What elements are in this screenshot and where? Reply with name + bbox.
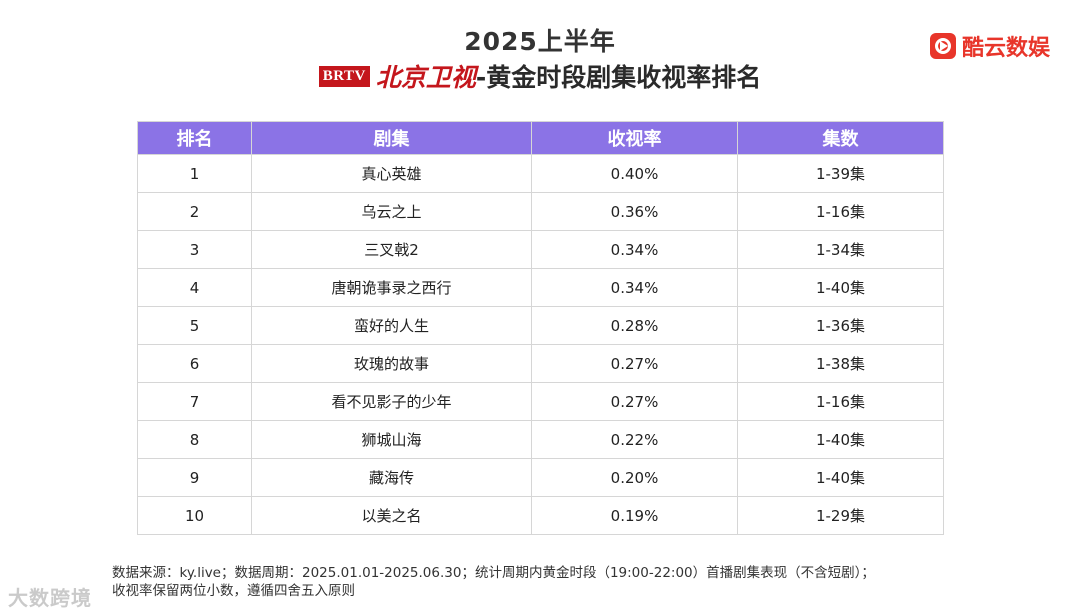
- cell-episodes: 1-16集: [737, 192, 944, 231]
- table-row: 6 玫瑰的故事 0.27% 1-38集: [137, 344, 944, 383]
- cell-episodes: 1-36集: [737, 306, 944, 345]
- table-row: 7 看不见影子的少年 0.27% 1-16集: [137, 382, 944, 421]
- cell-drama: 藏海传: [251, 458, 532, 497]
- cell-episodes: 1-38集: [737, 344, 944, 383]
- brand-name: 酷云数娱: [961, 36, 1050, 61]
- header-rating: 收视率: [531, 121, 738, 155]
- cell-rating: 0.19%: [531, 496, 738, 535]
- cell-episodes: 1-34集: [737, 230, 944, 269]
- table-row: 2 乌云之上 0.36% 1-16集: [137, 192, 944, 231]
- cell-rating: 0.40%: [531, 154, 738, 193]
- table-row: 3 三叉戟2 0.34% 1-34集: [137, 230, 944, 269]
- table-row: 5 蛮好的人生 0.28% 1-36集: [137, 306, 944, 345]
- header-rank: 排名: [137, 121, 252, 155]
- cell-rank: 6: [137, 344, 252, 383]
- cell-episodes: 1-40集: [737, 268, 944, 307]
- cell-rank: 4: [137, 268, 252, 307]
- cell-drama: 狮城山海: [251, 420, 532, 459]
- cell-episodes: 1-40集: [737, 420, 944, 459]
- header-episodes: 集数: [737, 121, 944, 155]
- cell-drama: 玫瑰的故事: [251, 344, 532, 383]
- cell-drama: 以美之名: [251, 496, 532, 535]
- cell-episodes: 1-16集: [737, 382, 944, 421]
- play-circle-icon: [929, 33, 956, 59]
- cell-rating: 0.34%: [531, 268, 738, 307]
- cell-rank: 5: [137, 306, 252, 345]
- brand-logo: 酷云数娱: [929, 30, 1050, 62]
- cell-drama: 真心英雄: [251, 154, 532, 193]
- cell-rank: 7: [137, 382, 252, 421]
- table-body: 1 真心英雄 0.40% 1-39集 2 乌云之上 0.36% 1-16集 3 三叉戟2 0.34%…: [137, 154, 944, 535]
- table-header-row: 排名 剧集 收视率 集数: [137, 121, 944, 155]
- cell-rating: 0.34%: [531, 230, 738, 269]
- cell-rating: 0.20%: [531, 458, 738, 497]
- cell-episodes: 1-40集: [737, 458, 944, 497]
- table-row: 10 以美之名 0.19% 1-29集: [137, 496, 944, 535]
- cell-drama: 看不见影子的少年: [251, 382, 532, 421]
- cell-rank: 8: [137, 420, 252, 459]
- brtv-logo: BRTV: [318, 65, 370, 87]
- footnote: 数据来源：ky.live；数据周期：2025.01.01-2025.06.30；…: [112, 564, 992, 600]
- ranking-table: 排名 剧集 收视率 集数 1 真心英雄 0.40% 1-39集 2 乌云之上 0.36% 1-…: [137, 121, 944, 535]
- cell-drama: 唐朝诡事录之西行: [251, 268, 532, 307]
- cell-rank: 10: [137, 496, 252, 535]
- cell-rank: 2: [137, 192, 252, 231]
- cell-drama: 蛮好的人生: [251, 306, 532, 345]
- footnote-line-2: 收视率保留两位小数，遵循四舍五入原则: [112, 583, 355, 599]
- cell-rating: 0.36%: [531, 192, 738, 231]
- table-row: 1 真心英雄 0.40% 1-39集: [137, 154, 944, 193]
- cell-rating: 0.28%: [531, 306, 738, 345]
- header-drama: 剧集: [251, 121, 532, 155]
- cell-rank: 1: [137, 154, 252, 193]
- cell-episodes: 1-29集: [737, 496, 944, 535]
- chart-subtitle: BRTV 北京卫视-黄金时段剧集收视率排名: [0, 58, 1080, 94]
- cell-drama: 三叉戟2: [251, 230, 532, 269]
- table-row: 8 狮城山海 0.22% 1-40集: [137, 420, 944, 459]
- cell-episodes: 1-39集: [737, 154, 944, 193]
- footnote-line-1: 数据来源：ky.live；数据周期：2025.01.01-2025.06.30；…: [112, 565, 875, 581]
- cell-rating: 0.22%: [531, 420, 738, 459]
- subtitle-text: -黄金时段剧集收视率排名: [475, 63, 762, 92]
- channel-name: 北京卫视: [375, 63, 476, 92]
- cell-rating: 0.27%: [531, 382, 738, 421]
- table-row: 9 藏海传 0.20% 1-40集: [137, 458, 944, 497]
- table-row: 4 唐朝诡事录之西行 0.34% 1-40集: [137, 268, 944, 307]
- cell-rating: 0.27%: [531, 344, 738, 383]
- cell-rank: 3: [137, 230, 252, 269]
- cell-rank: 9: [137, 458, 252, 497]
- watermark: 大数跨境: [8, 586, 92, 610]
- chart-title: 2025上半年: [464, 27, 616, 56]
- cell-drama: 乌云之上: [251, 192, 532, 231]
